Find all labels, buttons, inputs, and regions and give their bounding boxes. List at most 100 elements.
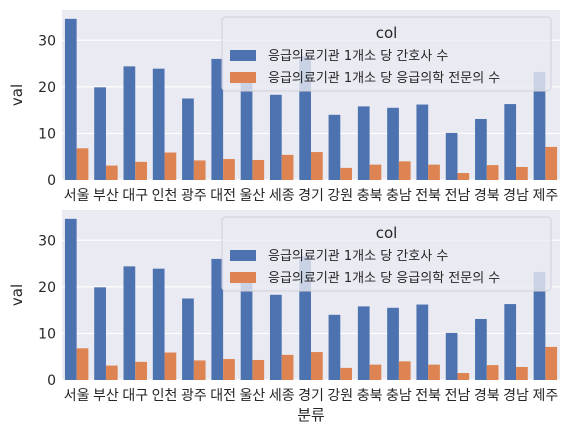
y-tick-label: 20 [38, 80, 56, 96]
bar-specialists-강원 [340, 367, 353, 380]
y-tick-label: 30 [38, 233, 56, 249]
bar-specialists-충남 [398, 361, 411, 380]
bar-specialists-경남 [516, 366, 528, 380]
bar-specialists-대구 [135, 161, 147, 180]
bar-nurses-경남 [504, 104, 517, 180]
x-tick-label: 강원 [327, 188, 353, 204]
bar-specialists-대전 [223, 359, 235, 380]
bar-nurses-울산 [240, 79, 253, 180]
bar-nurses-충북 [357, 306, 370, 380]
legend-swatch [230, 72, 256, 83]
bar-specialists-부산 [105, 365, 118, 380]
bar-nurses-대전 [211, 258, 224, 380]
bar-specialists-세종 [281, 154, 294, 180]
x-tick-label: 충남 [386, 388, 412, 404]
subplot-1: 0 10 20 30 서울 부산 대구 인천 광주 대전 울산 세종 경기 강원 충북 충남 전북 전남 경북 경남 제… [8, 10, 560, 204]
x-tick-label: 울산 [240, 188, 266, 204]
x-tick-label: 서울 [64, 388, 90, 404]
x-tick-label: 부산 [93, 188, 119, 204]
x-tick-label: 대구 [122, 388, 148, 404]
bar-nurses-광주 [182, 298, 194, 380]
bar-specialists-충북 [369, 164, 382, 180]
bar-specialists-제주 [545, 146, 558, 180]
x-tick-label: 인천 [152, 188, 178, 204]
x-tick-label: 전북 [415, 388, 441, 404]
bar-specialists-부산 [105, 165, 118, 180]
legend-entry: 응급의료기관 1개소 당 간호사 수 [268, 49, 448, 64]
x-tick-label: 부산 [93, 388, 119, 404]
bar-specialists-대전 [223, 159, 235, 180]
bar-nurses-울산 [240, 279, 253, 380]
bar-specialists-대구 [135, 361, 147, 380]
legend-entry: 응급의료기관 1개소 당 응급의학 전문의 수 [268, 71, 500, 86]
x-tick-label: 서울 [64, 188, 90, 204]
x-tick-label: 전남 [445, 188, 471, 204]
bar-nurses-충북 [357, 106, 370, 180]
bar-specialists-충북 [369, 364, 382, 380]
x-tick-label: 충북 [357, 188, 383, 204]
x-tick-label: 경남 [503, 388, 529, 404]
bar-specialists-충남 [398, 161, 411, 180]
bar-specialists-제주 [545, 346, 558, 380]
bar-nurses-세종 [269, 294, 282, 380]
x-tick-label: 대전 [210, 388, 236, 404]
bar-specialists-서울 [76, 148, 89, 180]
x-tick-label: 대전 [210, 188, 236, 204]
y-tick-label: 0 [47, 173, 56, 189]
bar-specialists-광주 [193, 160, 206, 180]
bar-specialists-전북 [428, 364, 440, 380]
y-axis-label: val [8, 284, 26, 306]
legend-box [221, 16, 552, 92]
bar-nurses-부산 [94, 87, 106, 180]
x-tick-label: 광주 [181, 188, 207, 204]
bar-nurses-전북 [416, 304, 429, 380]
bar-nurses-서울 [64, 18, 77, 180]
y-tick-label: 10 [38, 326, 56, 342]
x-tick-label: 경기 [298, 188, 324, 204]
y-tick-label: 10 [38, 126, 56, 142]
x-axis-label: 분류 [297, 406, 325, 424]
x-tick-label: 경북 [474, 188, 500, 204]
x-tick-label: 충남 [386, 188, 412, 204]
bar-nurses-대전 [211, 58, 224, 180]
x-tick-label: 울산 [240, 388, 266, 404]
bar-nurses-세종 [269, 94, 282, 180]
x-tick-label: 제주 [532, 188, 558, 204]
bar-specialists-인천 [164, 152, 177, 180]
x-tick-label: 제주 [532, 388, 558, 404]
bar-specialists-경북 [486, 365, 499, 380]
bar-nurses-강원 [328, 314, 341, 380]
x-tick-label: 인천 [152, 388, 178, 404]
bar-specialists-경기 [311, 152, 323, 180]
x-tick-label: 경북 [474, 388, 500, 404]
x-tick-label: 경기 [298, 388, 324, 404]
legend-entry: 응급의료기관 1개소 당 간호사 수 [268, 249, 448, 264]
bar-specialists-경기 [311, 352, 323, 380]
bar-nurses-대구 [123, 66, 136, 180]
x-tick-label: 세종 [269, 388, 295, 404]
bar-nurses-부산 [94, 287, 106, 380]
bar-nurses-전남 [445, 132, 458, 180]
x-tick-label: 강원 [327, 388, 353, 404]
bar-specialists-인천 [164, 352, 177, 380]
bar-specialists-경남 [516, 166, 528, 180]
bar-nurses-경북 [475, 318, 487, 380]
bar-specialists-전남 [457, 373, 470, 380]
legend-title: col [376, 24, 398, 42]
bar-nurses-대구 [123, 266, 136, 380]
bar-nurses-충남 [387, 307, 399, 380]
x-tick-label: 경남 [503, 188, 529, 204]
bar-nurses-인천 [152, 268, 165, 380]
bar-nurses-경북 [475, 118, 487, 180]
legend-box [221, 216, 552, 292]
bar-specialists-울산 [252, 159, 265, 180]
bar-specialists-전남 [457, 173, 470, 180]
bar-specialists-경북 [486, 165, 499, 180]
bar-specialists-세종 [281, 354, 294, 380]
legend-swatch [230, 250, 256, 261]
legend-swatch [230, 50, 256, 61]
x-tick-label: 대구 [122, 188, 148, 204]
